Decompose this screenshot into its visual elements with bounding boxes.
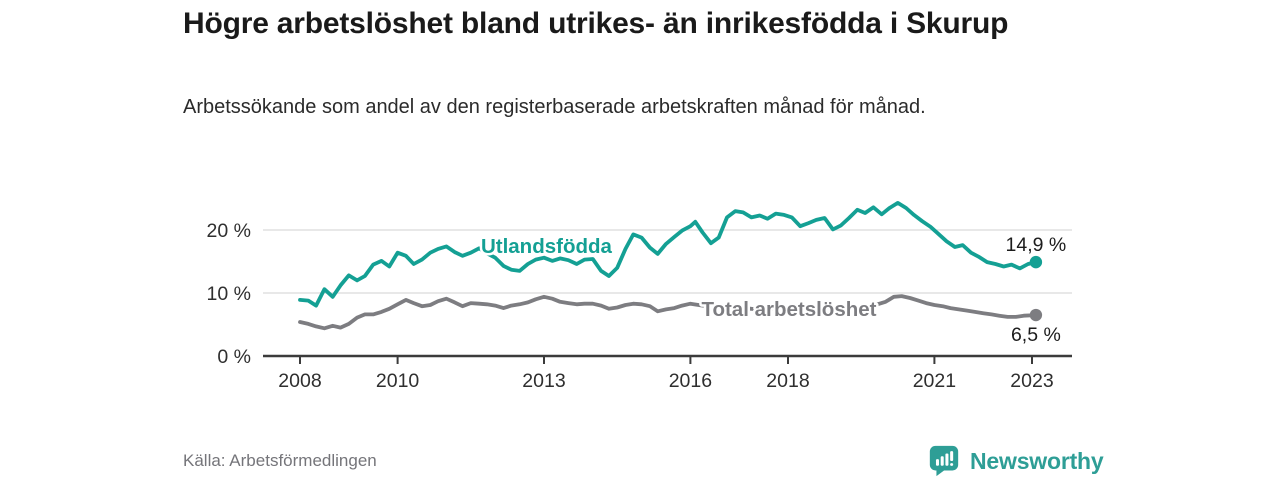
- x-axis-tick-label: 2016: [669, 370, 712, 392]
- newsworthy-bar-chart-speech-bubble-icon: [929, 445, 959, 477]
- source-note: Källa: Arbetsförmedlingen: [183, 451, 377, 470]
- x-axis-tick-label: 2010: [376, 370, 420, 392]
- y-axis-label: 0 %: [217, 346, 251, 368]
- series-inline-label-total-arbetsl-shet: Total arbetslöshet: [701, 298, 876, 321]
- series-inline-label-utlandsf-dda: Utlandsfödda: [481, 235, 613, 258]
- page-title: Högre arbetslöshet bland utrikes- än inr…: [183, 7, 1009, 40]
- x-axis-tick-label: 2013: [522, 370, 565, 392]
- series-end-dot-total-arbetsl-shet: [1029, 308, 1043, 322]
- series-end-annotation-total-arbetsl-shet: 6,5 %: [1011, 324, 1061, 346]
- series-end-dot-utlandsf-dda: [1029, 255, 1043, 269]
- newsworthy-brand-name: Newsworthy: [970, 447, 1104, 474]
- x-axis-tick-label: 2008: [278, 370, 321, 392]
- newsworthy-logo[interactable]: Newsworthy: [927, 443, 1104, 479]
- y-axis-label: 10 %: [207, 283, 251, 305]
- series-line-utlandsf-dda: [298, 200, 1038, 308]
- x-axis-tick-label: 2018: [766, 370, 809, 392]
- x-axis-tick-label: 2023: [1010, 370, 1053, 392]
- series-line-total-arbetsl-shet: [298, 294, 1038, 331]
- page-subtitle: Arbetssökande som andel av den registerb…: [183, 96, 926, 118]
- x-axis-tick-label: 2021: [913, 370, 956, 392]
- y-axis-label: 20 %: [207, 220, 251, 242]
- series-end-annotation-utlandsf-dda: 14,9 %: [1006, 234, 1067, 256]
